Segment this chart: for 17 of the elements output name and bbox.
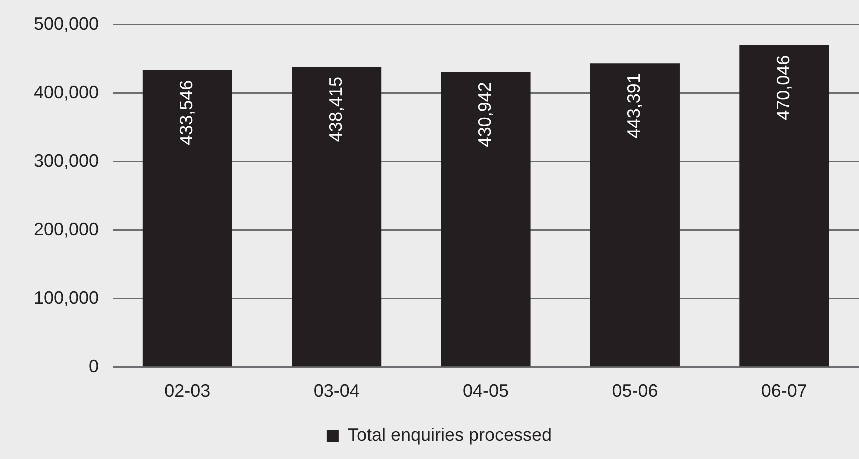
legend-label: Total enquiries processed (348, 424, 552, 445)
y-tick-label: 100,000 (34, 288, 100, 308)
y-tick-label: 200,000 (34, 219, 100, 240)
x-tick-label: 04-05 (463, 381, 510, 402)
y-tick-label: 500,000 (34, 14, 100, 34)
data-label: 443,391 (624, 74, 644, 139)
data-label: 433,546 (176, 80, 197, 146)
y-tick-label: 300,000 (34, 150, 100, 171)
data-label: 430,942 (475, 82, 495, 148)
x-tick-label: 02-03 (164, 381, 211, 402)
x-tick-label: 03-04 (314, 381, 360, 402)
data-label: 470,046 (773, 55, 794, 120)
x-tick-label: 06-07 (761, 381, 808, 402)
x-tick-label: 05-06 (612, 381, 658, 402)
y-tick-label: 0 (89, 356, 100, 376)
data-label: 438,415 (326, 77, 346, 142)
y-tick-label: 400,000 (34, 82, 100, 102)
